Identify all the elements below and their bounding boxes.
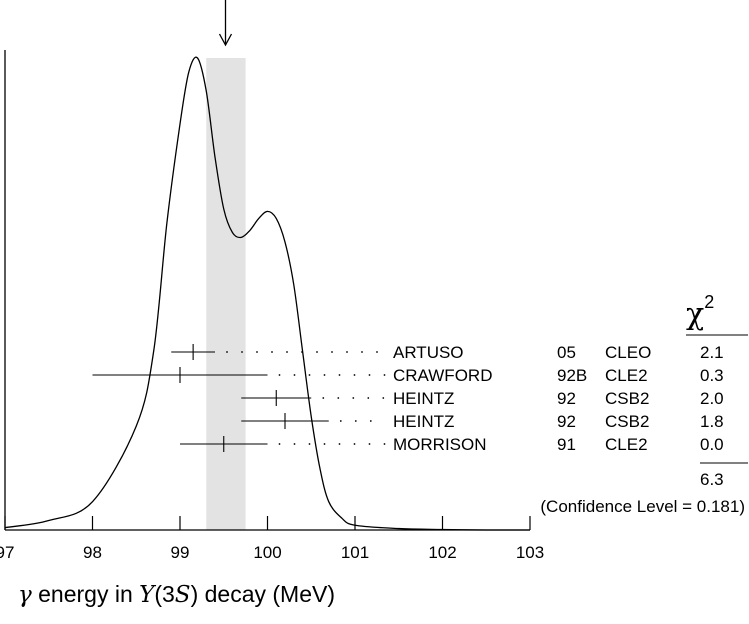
measurement-row: HEINTZ 92 CSB2 2.0: [241, 389, 724, 408]
leader-dot: [293, 374, 296, 376]
leader-dot: [368, 443, 371, 445]
leader-dot: [293, 443, 296, 445]
row-year: 92: [557, 412, 576, 431]
leader-dot: [339, 420, 342, 422]
leader-dot: [278, 443, 281, 445]
row-author: MORRISON: [393, 435, 487, 454]
leader-dot: [338, 374, 341, 376]
x-tick-label: 103: [516, 543, 544, 562]
measurement-row: ARTUSO 05 CLEO 2.1: [171, 343, 724, 362]
leader-dot: [278, 374, 281, 376]
leader-dot: [323, 374, 326, 376]
x-tick-label: 98: [83, 543, 102, 562]
row-chi2: 1.8: [700, 412, 724, 431]
arrow-head: [218, 33, 233, 47]
average-arrow: [218, 0, 233, 47]
row-chi2: 2.1: [700, 343, 724, 362]
leader-dot: [382, 397, 385, 399]
leader-dot: [226, 351, 228, 353]
x-tick-label: 102: [428, 543, 456, 562]
row-experiment: CLE2: [605, 366, 648, 385]
leader-dot: [256, 351, 258, 353]
measurement-row: CRAWFORD 92B CLE2 0.3: [92, 366, 724, 385]
scale-band: [206, 58, 246, 530]
leader-dot: [241, 351, 243, 353]
leader-dot: [383, 374, 386, 376]
leader-dot: [322, 397, 325, 399]
leader-dot: [271, 351, 273, 353]
leader-dot: [361, 351, 363, 353]
x-tick-label: 99: [171, 543, 190, 562]
leader-dot: [308, 443, 311, 445]
leader-dot: [323, 443, 326, 445]
row-year: 92B: [557, 366, 587, 385]
leader-dot: [367, 397, 370, 399]
row-year: 92: [557, 389, 576, 408]
leader-dot: [301, 351, 303, 353]
ideogram-curve: [4, 56, 531, 531]
leader-dot: [368, 374, 371, 376]
leader-dot: [346, 351, 348, 353]
row-experiment: CLEO: [605, 343, 651, 362]
row-author: CRAWFORD: [393, 366, 492, 385]
x-tick-label: 101: [341, 543, 369, 562]
measurement-rows: ARTUSO 05 CLEO 2.1 CRAWFORD 92B CLE2 0.3 HEINTZ 9…: [92, 343, 724, 454]
row-chi2: 2.0: [700, 389, 724, 408]
row-experiment: CLE2: [605, 435, 648, 454]
row-author: HEINTZ: [393, 389, 454, 408]
leader-dot: [369, 420, 372, 422]
x-ticks: 97 98 99 100 101 102 103: [0, 516, 544, 562]
leader-dot: [331, 351, 333, 353]
leader-dot: [337, 397, 340, 399]
chi2-header: χ2: [686, 292, 714, 332]
x-tick-label: 97: [0, 543, 14, 562]
chi2-total: 6.3: [700, 470, 724, 489]
x-axis-label: γ energy in Υ(3S) decay (MeV): [18, 581, 335, 608]
row-year: 91: [557, 435, 576, 454]
x-tick-label: 100: [253, 543, 281, 562]
leader-dot: [338, 443, 341, 445]
leader-dot: [308, 374, 311, 376]
row-author: HEINTZ: [393, 412, 454, 431]
leader-dot: [352, 397, 355, 399]
row-experiment: CSB2: [605, 412, 649, 431]
measurement-row: HEINTZ 92 CSB2 1.8: [241, 412, 724, 431]
leader-dot: [376, 351, 378, 353]
leader-dot: [316, 351, 318, 353]
leader-dot: [353, 374, 356, 376]
leader-dot: [353, 443, 356, 445]
row-year: 05: [557, 343, 576, 362]
row-experiment: CSB2: [605, 389, 649, 408]
row-chi2: 0.0: [700, 435, 724, 454]
leader-dot: [354, 420, 357, 422]
leader-dot: [383, 443, 386, 445]
row-chi2: 0.3: [700, 366, 724, 385]
leader-dot: [286, 351, 288, 353]
row-author: ARTUSO: [393, 343, 464, 362]
confidence-level: (Confidence Level = 0.181): [540, 497, 745, 516]
measurement-row: MORRISON 91 CLE2 0.0: [180, 435, 724, 454]
